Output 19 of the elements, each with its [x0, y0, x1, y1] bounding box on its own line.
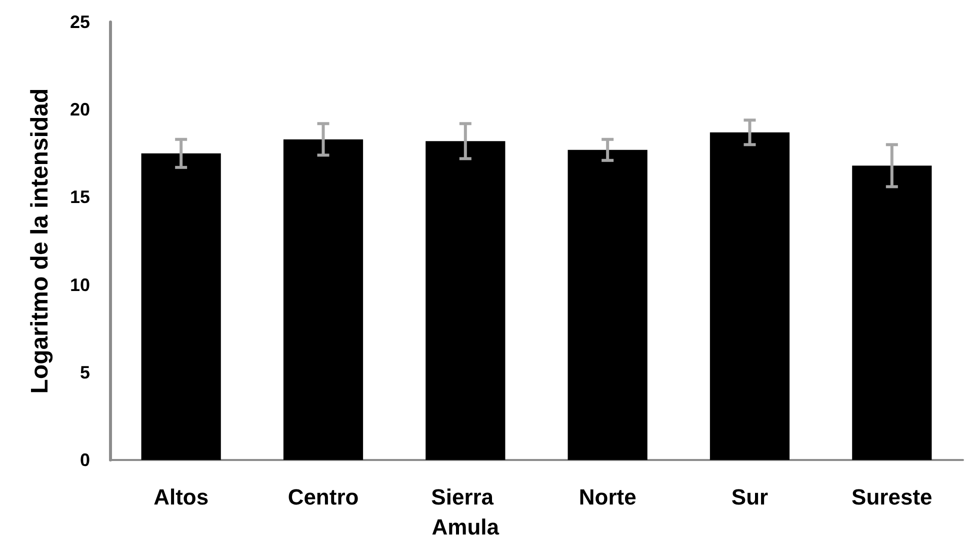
- bar: [710, 132, 790, 460]
- bar: [852, 166, 932, 460]
- y-axis-title: Logaritmo de la intensidad: [26, 88, 54, 394]
- y-tick-label: 25: [70, 12, 90, 32]
- x-tick-label: Sur: [731, 484, 769, 510]
- y-tick-label: 10: [70, 274, 90, 295]
- bar: [426, 141, 506, 460]
- bar: [568, 150, 648, 460]
- x-tick-label: Altos: [154, 484, 209, 510]
- x-tick-label: Sureste: [852, 484, 932, 510]
- y-tick-label: 20: [70, 100, 90, 120]
- x-tick-label: Sierra Amula: [431, 484, 500, 540]
- x-tick-label: Centro: [288, 484, 359, 510]
- bar: [141, 153, 221, 460]
- y-tick-label: 15: [70, 187, 90, 208]
- x-tick-label: Norte: [578, 484, 636, 510]
- y-tick-label: 0: [80, 450, 90, 470]
- y-tick-label: 5: [80, 362, 90, 382]
- bar: [283, 139, 364, 460]
